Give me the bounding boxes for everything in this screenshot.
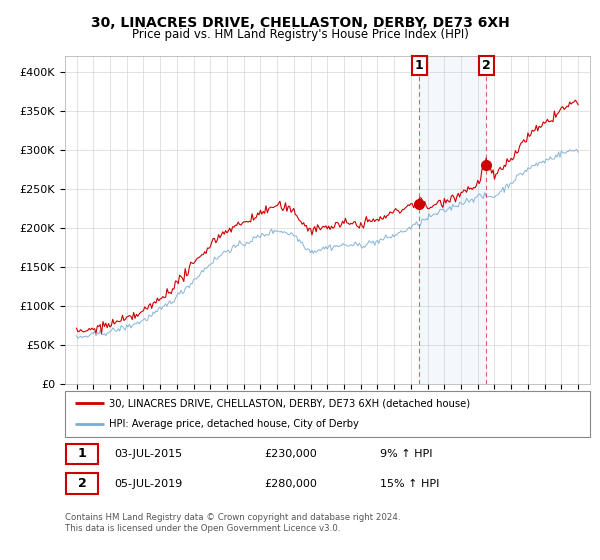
FancyBboxPatch shape — [65, 391, 590, 437]
Text: 15% ↑ HPI: 15% ↑ HPI — [380, 479, 439, 488]
Text: 05-JUL-2019: 05-JUL-2019 — [115, 479, 183, 488]
Text: This data is licensed under the Open Government Licence v3.0.: This data is licensed under the Open Gov… — [65, 524, 340, 533]
Text: 30, LINACRES DRIVE, CHELLASTON, DERBY, DE73 6XH: 30, LINACRES DRIVE, CHELLASTON, DERBY, D… — [91, 16, 509, 30]
Text: 9% ↑ HPI: 9% ↑ HPI — [380, 449, 432, 459]
Text: 03-JUL-2015: 03-JUL-2015 — [115, 449, 183, 459]
Text: 30, LINACRES DRIVE, CHELLASTON, DERBY, DE73 6XH (detached house): 30, LINACRES DRIVE, CHELLASTON, DERBY, D… — [109, 398, 470, 408]
Text: Price paid vs. HM Land Registry's House Price Index (HPI): Price paid vs. HM Land Registry's House … — [131, 28, 469, 41]
FancyBboxPatch shape — [66, 473, 98, 494]
FancyBboxPatch shape — [66, 444, 98, 464]
Text: HPI: Average price, detached house, City of Derby: HPI: Average price, detached house, City… — [109, 419, 359, 430]
Text: 2: 2 — [482, 59, 491, 72]
Text: 1: 1 — [415, 59, 424, 72]
Text: 2: 2 — [78, 477, 86, 490]
Text: Contains HM Land Registry data © Crown copyright and database right 2024.: Contains HM Land Registry data © Crown c… — [65, 513, 400, 522]
Text: £280,000: £280,000 — [265, 479, 317, 488]
Bar — [419, 56, 486, 384]
Text: £230,000: £230,000 — [265, 449, 317, 459]
Text: 1: 1 — [78, 447, 86, 460]
